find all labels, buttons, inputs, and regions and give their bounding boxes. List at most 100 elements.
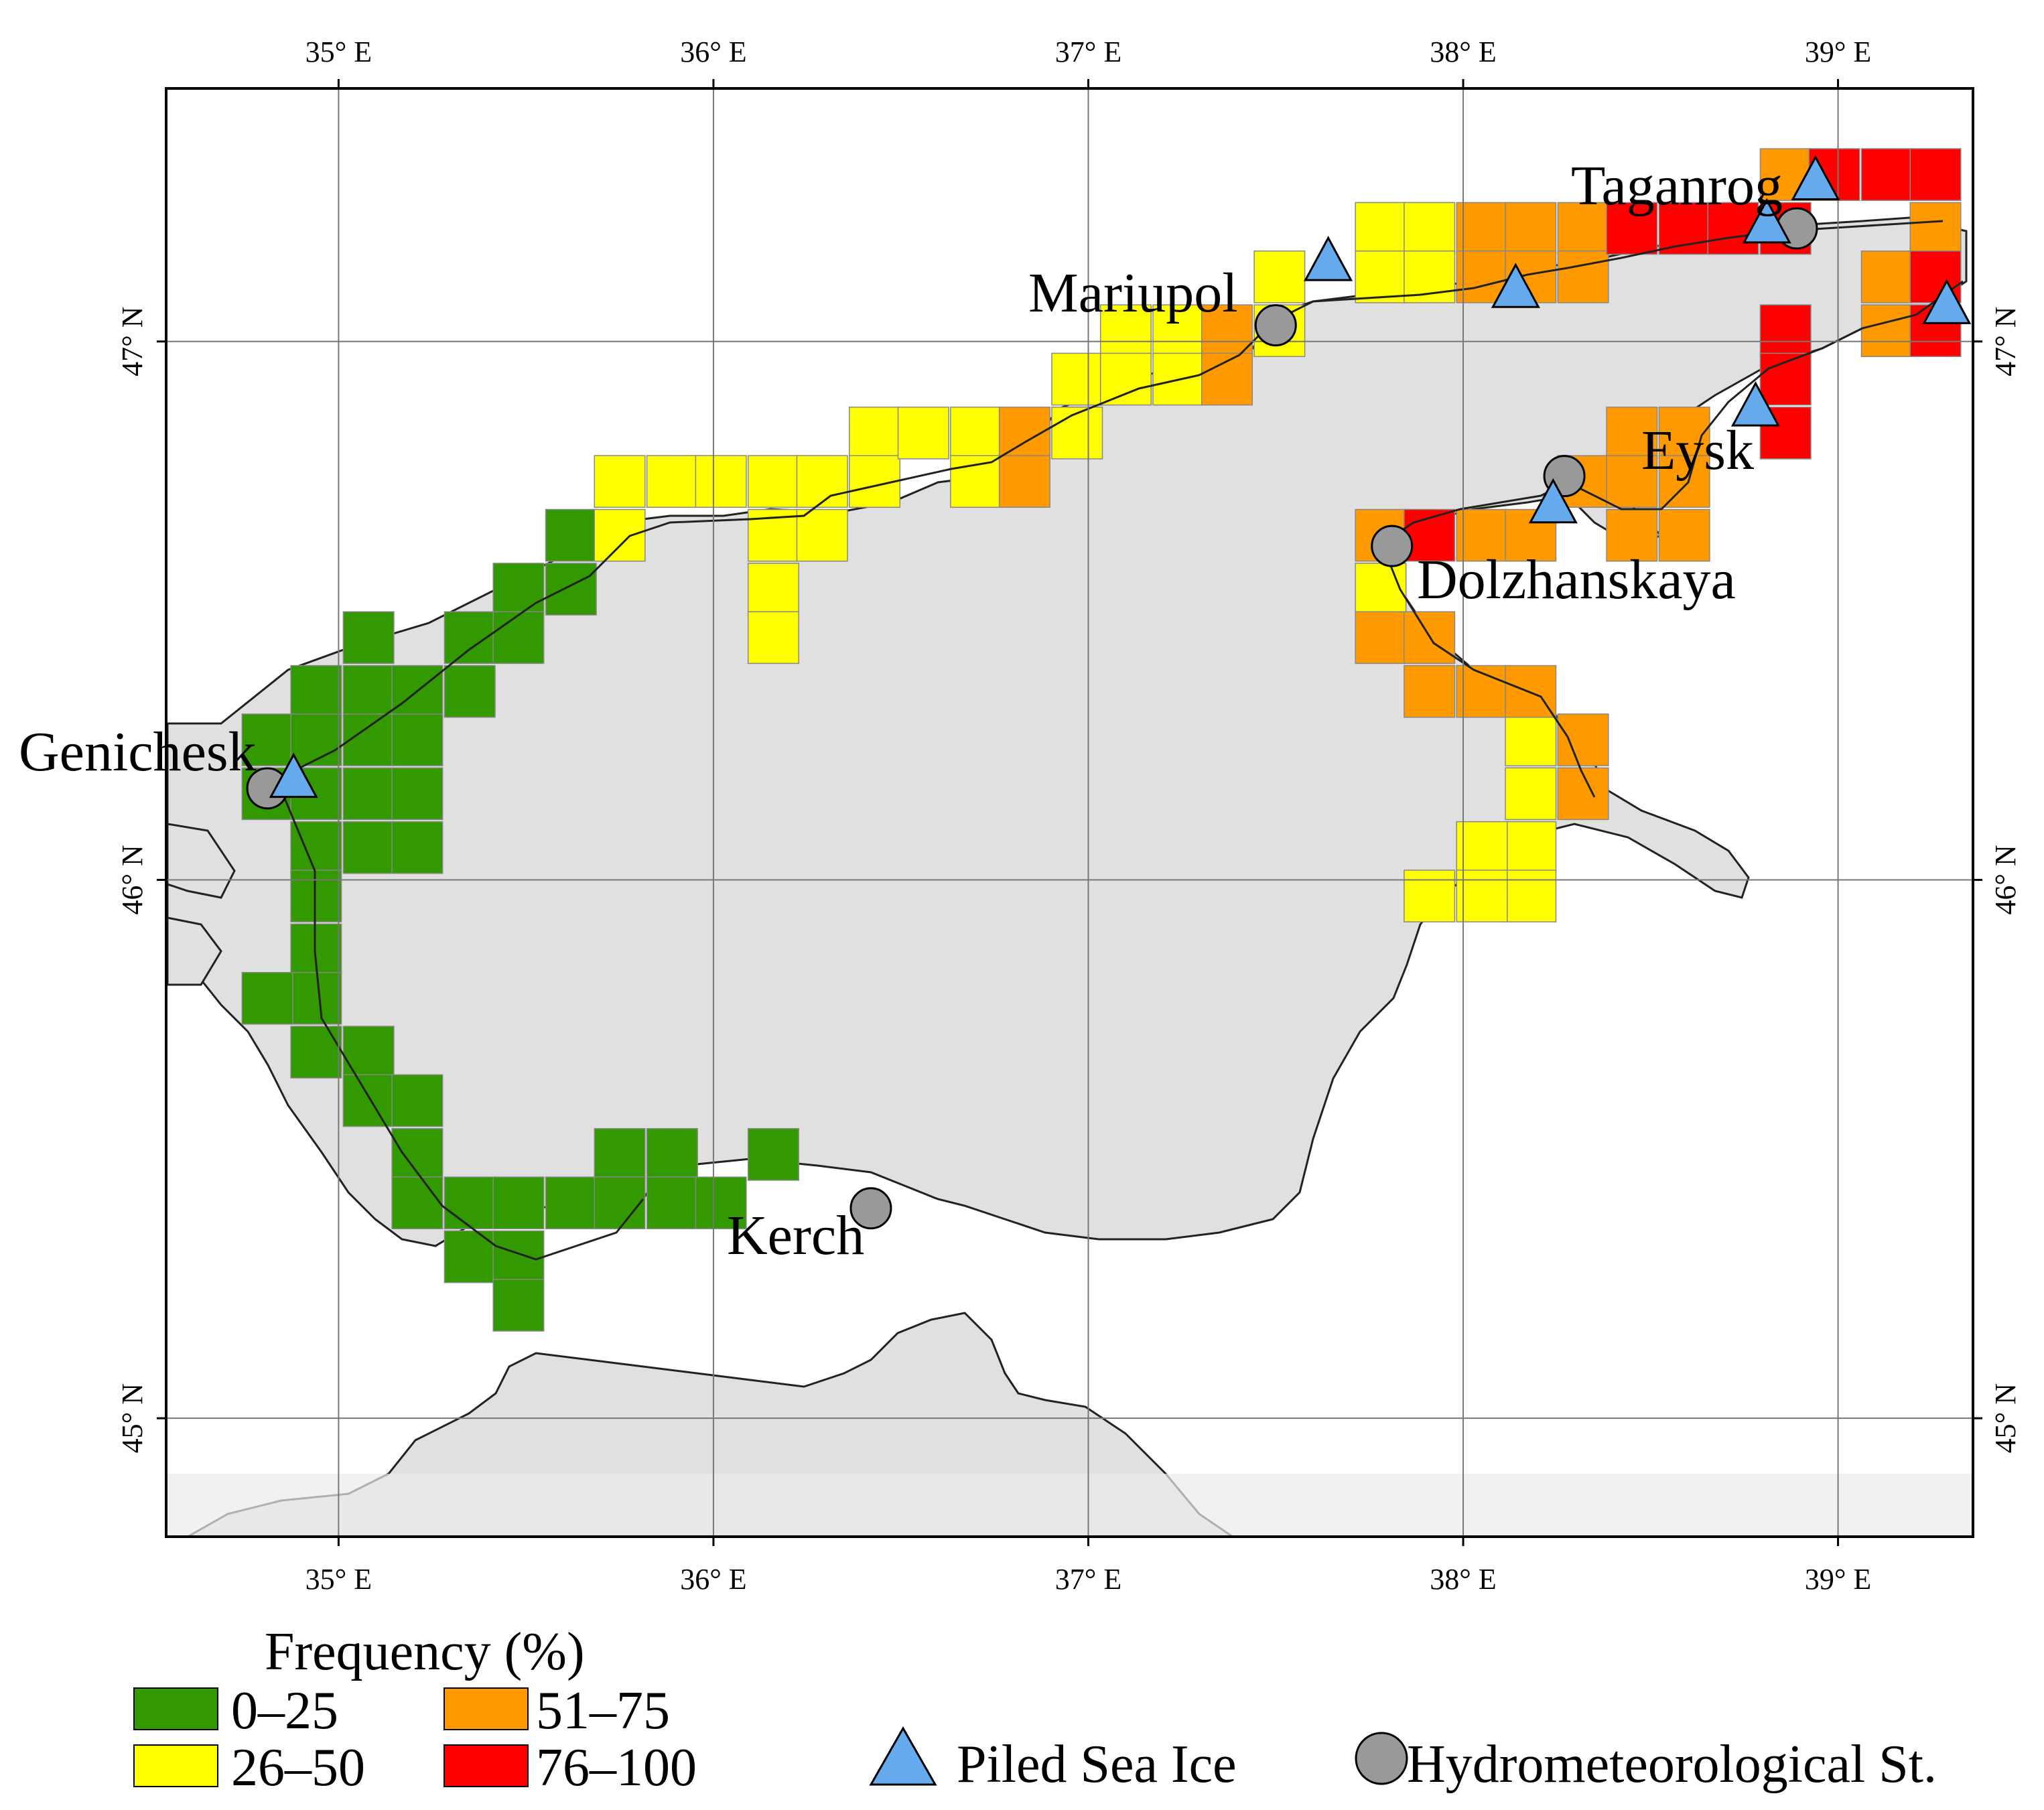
map-frame-border <box>165 87 1974 1538</box>
grid-cell-51-75 <box>1557 250 1609 303</box>
grid-cell-51-75 <box>1860 304 1913 358</box>
grid-cell-0-25 <box>646 1128 698 1181</box>
frequency-grid <box>241 148 1962 1332</box>
grid-cell-26-50 <box>594 508 646 562</box>
grid-cell-26-50 <box>1505 767 1557 821</box>
stations-layer <box>246 207 1818 1230</box>
grid-cell-51-75 <box>1658 455 1710 508</box>
grid-cell-26-50 <box>1152 304 1205 358</box>
grid-cell-26-50 <box>1051 407 1103 460</box>
grid-cell-0-25 <box>342 767 395 821</box>
grid-cell-0-25 <box>290 713 342 766</box>
lat-label-left: 47° N <box>116 307 149 376</box>
grid-cell-26-50 <box>695 455 747 508</box>
legend-label-26-50: 26–50 <box>231 1738 365 1797</box>
legend-label-51-75: 51–75 <box>536 1681 670 1740</box>
lat-label-right: 47° N <box>1989 307 2022 376</box>
grid-cell-51-75 <box>1860 250 1913 303</box>
grid-cell-0-25 <box>492 1176 545 1230</box>
grid-cell-51-75 <box>1658 407 1710 460</box>
graticule <box>157 79 1982 1546</box>
grid-cell-26-50 <box>1051 352 1103 406</box>
black-sea-lower-band <box>166 1474 1973 1537</box>
tick-labels: 35° E 35° E 36° E 36° E 37° E 37° E 38° E 38° E… <box>116 36 2022 1596</box>
grid-cell-26-50 <box>1355 250 1407 303</box>
grid-cell-26-50 <box>950 455 1002 508</box>
lon-label-top: 37° E <box>1055 36 1121 68</box>
grid-cell-0-25 <box>241 971 293 1025</box>
grid-cell-51-75 <box>1658 508 1710 562</box>
grid-cell-51-75 <box>1557 202 1609 255</box>
legend-swatch-51-75 <box>444 1687 529 1730</box>
grid-cell-51-75 <box>1909 202 1962 255</box>
grid-cell-0-25 <box>594 1128 646 1181</box>
legend-swatch-76-100 <box>444 1744 529 1787</box>
grid-cell-0-25 <box>342 1074 395 1127</box>
grid-cell-51-75 <box>1557 713 1609 766</box>
lon-label-bottom: 37° E <box>1055 1563 1121 1596</box>
grid-cell-0-25 <box>391 821 444 874</box>
grid-cell-51-75 <box>1606 455 1658 508</box>
grid-cell-51-75 <box>998 455 1050 508</box>
grid-cell-76-100 <box>1860 148 1913 201</box>
grid-cell-51-75 <box>1505 665 1557 718</box>
city-label-dolzhanskaya: Dolzhanskaya <box>1417 549 1736 611</box>
grid-cell-51-75 <box>1606 508 1658 562</box>
piled-ice-layer <box>269 155 1972 798</box>
station-marker-icon <box>1371 525 1414 567</box>
grid-cell-51-75 <box>1505 202 1557 255</box>
grid-cell-0-25 <box>492 1230 545 1283</box>
grid-cell-0-25 <box>391 1176 444 1230</box>
grid-cell-26-50 <box>1099 352 1152 406</box>
piled-ice-triangle-icon <box>1922 279 1972 324</box>
grid-cell-26-50 <box>1404 202 1456 255</box>
grid-cell-0-25 <box>342 1026 395 1078</box>
grid-cell-26-50 <box>849 407 901 460</box>
lon-label-bottom: 35° E <box>305 1563 372 1596</box>
lon-label-bottom: 36° E <box>680 1563 746 1596</box>
grid-cell-26-50 <box>1505 869 1557 922</box>
grid-cell-26-50 <box>747 611 799 665</box>
grid-cell-51-75 <box>1456 665 1508 718</box>
lat-label-right: 45° N <box>1989 1383 2022 1453</box>
lon-label-top: 36° E <box>680 36 746 68</box>
grid-cell-0-25 <box>391 1074 444 1127</box>
grid-cell-26-50 <box>1505 713 1557 766</box>
grid-cell-0-25 <box>342 713 395 766</box>
legend-swatch-26-50 <box>133 1744 218 1787</box>
lat-label-left: 46° N <box>116 845 149 914</box>
piled-ice-triangle-icon <box>1730 381 1780 427</box>
station-marker-icon <box>1254 304 1297 347</box>
grid-cell-26-50 <box>1456 869 1508 922</box>
legend-swatch-0-25 <box>133 1687 218 1730</box>
grid-cell-51-75 <box>1606 407 1658 460</box>
lon-label-bottom: 38° E <box>1430 1563 1496 1596</box>
lon-label-bottom: 39° E <box>1805 1563 1871 1596</box>
grid-cell-0-25 <box>545 1176 597 1230</box>
city-label-mariupol: Mariupol <box>1028 262 1238 324</box>
map-content <box>166 148 1973 1537</box>
city-label-genichesk: Genichesk <box>19 721 257 783</box>
piled-ice-triangle-icon <box>1528 478 1578 524</box>
grid-cell-0-25 <box>594 1176 646 1230</box>
grid-cell-51-75 <box>1456 202 1508 255</box>
grid-cell-0-25 <box>747 1128 799 1181</box>
grid-cell-26-50 <box>796 455 848 508</box>
lat-label-right: 46° N <box>1989 845 2022 914</box>
arabat-spit-coastline <box>280 790 644 1261</box>
grid-cell-0-25 <box>391 713 444 766</box>
grid-cell-0-25 <box>241 713 293 766</box>
grid-cell-0-25 <box>342 665 395 718</box>
legend-piled-ice-icon <box>869 1726 937 1786</box>
grid-cell-0-25 <box>646 1176 698 1230</box>
city-label-kerch: Kerch <box>727 1204 864 1267</box>
grid-cell-0-25 <box>391 767 444 821</box>
legend-station-label: Hydrometeorological St. <box>1407 1735 1937 1794</box>
grid-cell-26-50 <box>1505 821 1557 874</box>
piled-ice-triangle-icon <box>269 752 318 798</box>
grid-cell-26-50 <box>594 455 646 508</box>
grid-cell-76-100 <box>1759 304 1812 358</box>
grid-cell-26-50 <box>796 508 848 562</box>
grid-cell-0-25 <box>695 1176 747 1230</box>
